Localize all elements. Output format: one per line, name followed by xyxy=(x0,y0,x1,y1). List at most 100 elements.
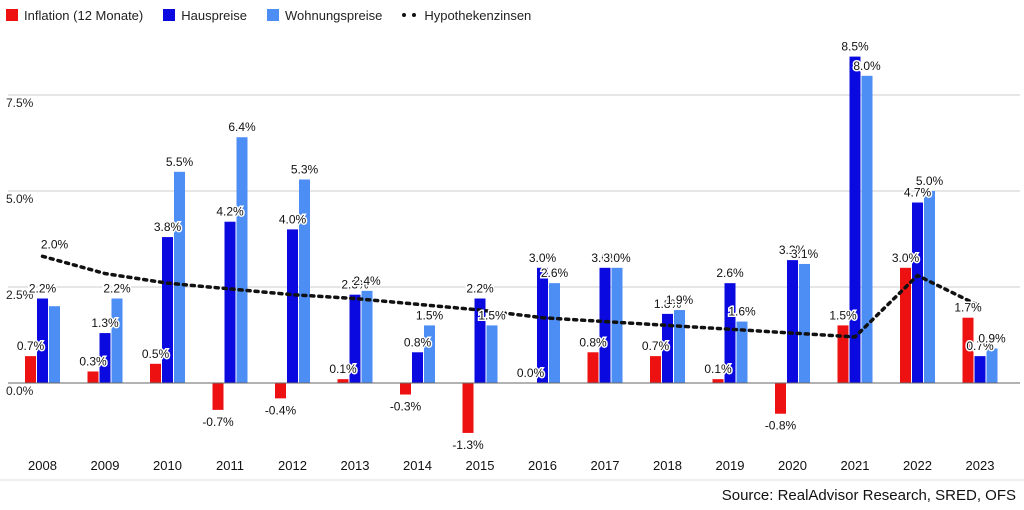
bar xyxy=(275,383,286,399)
bar xyxy=(87,371,99,383)
y-tick-label: 2.5% xyxy=(6,288,34,302)
data-label: 0.7% xyxy=(966,339,994,353)
bar xyxy=(111,298,123,383)
legend-label: Wohnungspreise xyxy=(285,7,383,23)
legend-item: Inflation (12 Monate) xyxy=(6,8,143,23)
bar xyxy=(361,290,373,383)
bar xyxy=(337,379,349,383)
bar xyxy=(299,179,310,383)
bar xyxy=(49,306,60,383)
data-label: 3.0% xyxy=(591,251,619,265)
legend-swatch xyxy=(6,9,18,21)
data-label: 0.1% xyxy=(704,362,732,376)
data-label: -0.4% xyxy=(265,403,297,417)
data-label: 5.0% xyxy=(916,174,944,188)
data-label: -1.3% xyxy=(452,438,484,452)
bar xyxy=(25,356,36,383)
bar xyxy=(861,75,873,384)
data-label: 2.2% xyxy=(466,282,494,296)
trend-line xyxy=(40,254,982,339)
data-label: -0.7% xyxy=(202,415,234,429)
bar xyxy=(912,202,923,383)
x-tick-label: 2013 xyxy=(341,458,370,473)
bar xyxy=(486,325,498,383)
legend-label: Hypothekenzinsen xyxy=(424,7,532,23)
y-tick-label: 5.0% xyxy=(6,192,34,206)
data-label: 0.5% xyxy=(142,347,170,361)
data-label: 4.7% xyxy=(904,186,932,200)
x-tick-label: 2019 xyxy=(716,458,745,473)
data-label: 2.2% xyxy=(103,282,131,296)
bar xyxy=(462,383,474,433)
bar xyxy=(236,137,248,383)
data-label: 2.3% xyxy=(341,278,369,292)
x-tick-label: 2011 xyxy=(216,458,244,473)
bar xyxy=(799,263,810,383)
data-label: 0.3% xyxy=(79,354,107,368)
x-tick-label: 2009 xyxy=(91,458,120,473)
bar xyxy=(674,310,685,383)
x-tick-label: 2015 xyxy=(466,458,495,473)
bar xyxy=(349,294,361,383)
bar xyxy=(837,325,849,383)
data-label: 4.2% xyxy=(216,205,244,219)
x-tick-label: 2014 xyxy=(403,458,432,473)
bar xyxy=(37,298,48,383)
y-tick-label: 0.0% xyxy=(6,384,34,398)
data-label: 0.7% xyxy=(642,339,670,353)
data-label: 2.6% xyxy=(541,266,569,280)
data-label: 2.4% xyxy=(353,274,381,288)
data-label: 3.8% xyxy=(154,220,182,234)
x-tick-label: 2020 xyxy=(778,458,807,473)
data-label: 5.5% xyxy=(166,155,194,169)
x-tick-label: 2008 xyxy=(28,458,57,473)
data-label: 1.3% xyxy=(91,316,119,330)
bar xyxy=(549,283,560,383)
bar xyxy=(412,352,423,383)
legend-label: Inflation (12 Monate) xyxy=(24,7,144,23)
legend-item: Hypothekenzinsen xyxy=(402,8,531,23)
legend-item: Hauspreise xyxy=(163,8,247,23)
chart-legend: Inflation (12 Monate) Hauspreise Wohnungsp… xyxy=(6,6,551,24)
data-label: 0.8% xyxy=(579,335,607,349)
bar xyxy=(974,356,986,383)
bar xyxy=(611,267,623,383)
data-label: -0.8% xyxy=(765,419,797,433)
data-label: 1.5% xyxy=(416,308,444,322)
data-label: 1.8% xyxy=(654,297,682,311)
data-label: 1.5% xyxy=(478,308,506,322)
data-label: 2.2% xyxy=(29,282,57,296)
bar xyxy=(900,267,911,383)
bar xyxy=(787,260,798,383)
legend-swatch xyxy=(163,9,176,21)
bar xyxy=(162,237,173,383)
bar xyxy=(775,383,786,414)
data-label: 1.9% xyxy=(666,293,694,307)
data-label: -0.3% xyxy=(390,400,422,414)
data-label: 0.1% xyxy=(329,362,357,376)
legend-swatch xyxy=(402,13,417,17)
bar xyxy=(662,313,673,383)
line-data-label: 2.0% xyxy=(41,237,69,251)
data-label: 0.8% xyxy=(404,335,432,349)
data-label: 1.5% xyxy=(829,308,857,322)
x-tick-label: 2017 xyxy=(591,458,620,473)
x-tick-label: 2022 xyxy=(903,458,932,473)
bar xyxy=(212,383,224,410)
data-label: 8.5% xyxy=(841,40,869,54)
data-label: 3.0% xyxy=(603,251,631,265)
bar xyxy=(650,356,661,383)
bar xyxy=(424,325,435,383)
bar xyxy=(599,267,611,383)
bar xyxy=(150,363,161,383)
bar xyxy=(849,56,861,383)
data-label: 0.0% xyxy=(517,366,545,380)
bar xyxy=(174,171,185,383)
data-label: 3.0% xyxy=(529,251,557,265)
data-label: 3.1% xyxy=(791,247,819,261)
x-tick-label: 2016 xyxy=(528,458,557,473)
bar xyxy=(99,333,111,383)
bar xyxy=(736,321,748,383)
source-note: Source: RealAdvisor Research, SRED, OFS xyxy=(721,487,1016,504)
bar xyxy=(474,298,486,383)
